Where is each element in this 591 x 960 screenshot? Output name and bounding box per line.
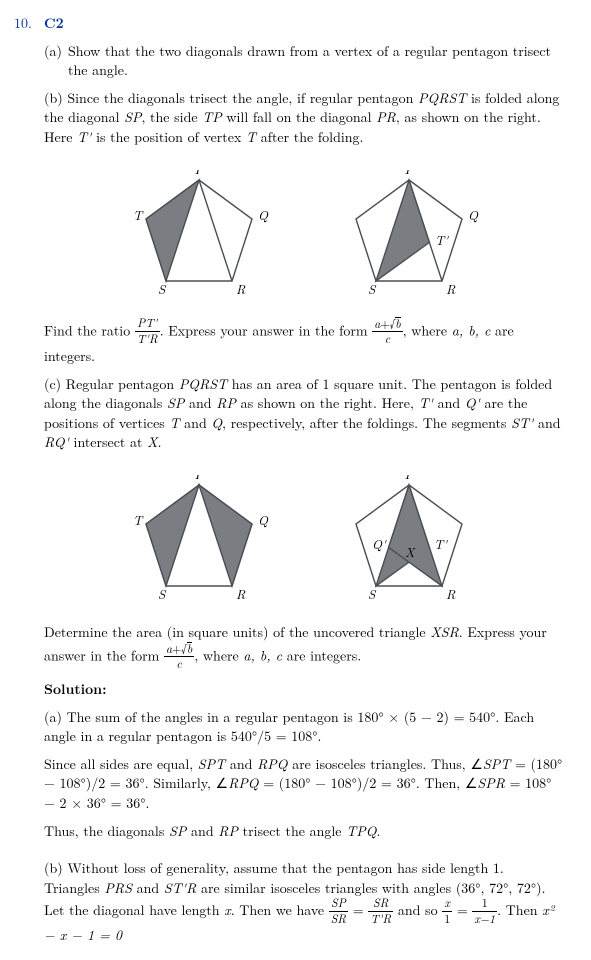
solution-a-p1: (a) The sum of the angles in a regular p… [44,708,563,747]
solution-b: (b) Without loss of generality, assume t… [44,859,563,946]
part-b-intro: (b) Since the diagonals trisect the angl… [44,89,563,148]
figure-1-left: P Q R S T [124,170,274,300]
svg-text:T': T' [434,534,448,553]
problem-tag: C2 [44,14,563,34]
solution-a-p3: Thus, the diagonals SP and RP trisect th… [44,822,563,842]
svg-text:T: T [133,205,144,224]
svg-text:Q: Q [468,205,479,224]
figure-2-left: P Q R S T [124,475,274,605]
svg-text:R: R [236,584,246,603]
svg-text:P: P [194,475,204,483]
svg-text:P: P [404,170,414,178]
svg-text:Q: Q [258,205,269,224]
part-c-intro: (c) Regular pentagon PQRST has an area o… [44,375,563,453]
svg-text:T: T [133,510,144,529]
part-c-task: Determine the area (in square units) of … [44,623,563,672]
svg-text:Q': Q' [372,534,387,553]
svg-text:R: R [446,279,456,298]
solution-a-p2: Since all sides are equal, SPT and RPQ a… [44,755,563,814]
figure-2-right: P R S Q' T' X [334,475,484,605]
svg-text:R: R [236,279,246,298]
part-a-text: Show that the two diagonals drawn from a… [68,42,563,81]
svg-text:P: P [194,170,204,178]
part-b-task: Find the ratio PT'T'R. Express your answ… [44,318,563,367]
svg-text:X: X [405,542,416,561]
svg-text:R: R [446,584,456,603]
problem-number: 10. [14,14,44,946]
solution-heading: Solution: [44,680,563,700]
svg-text:Q: Q [258,510,269,529]
svg-text:T': T' [435,230,449,249]
part-a-label: (a) [44,42,68,81]
figure-1-right: P Q R S T' [334,170,484,300]
svg-text:P: P [404,475,414,483]
